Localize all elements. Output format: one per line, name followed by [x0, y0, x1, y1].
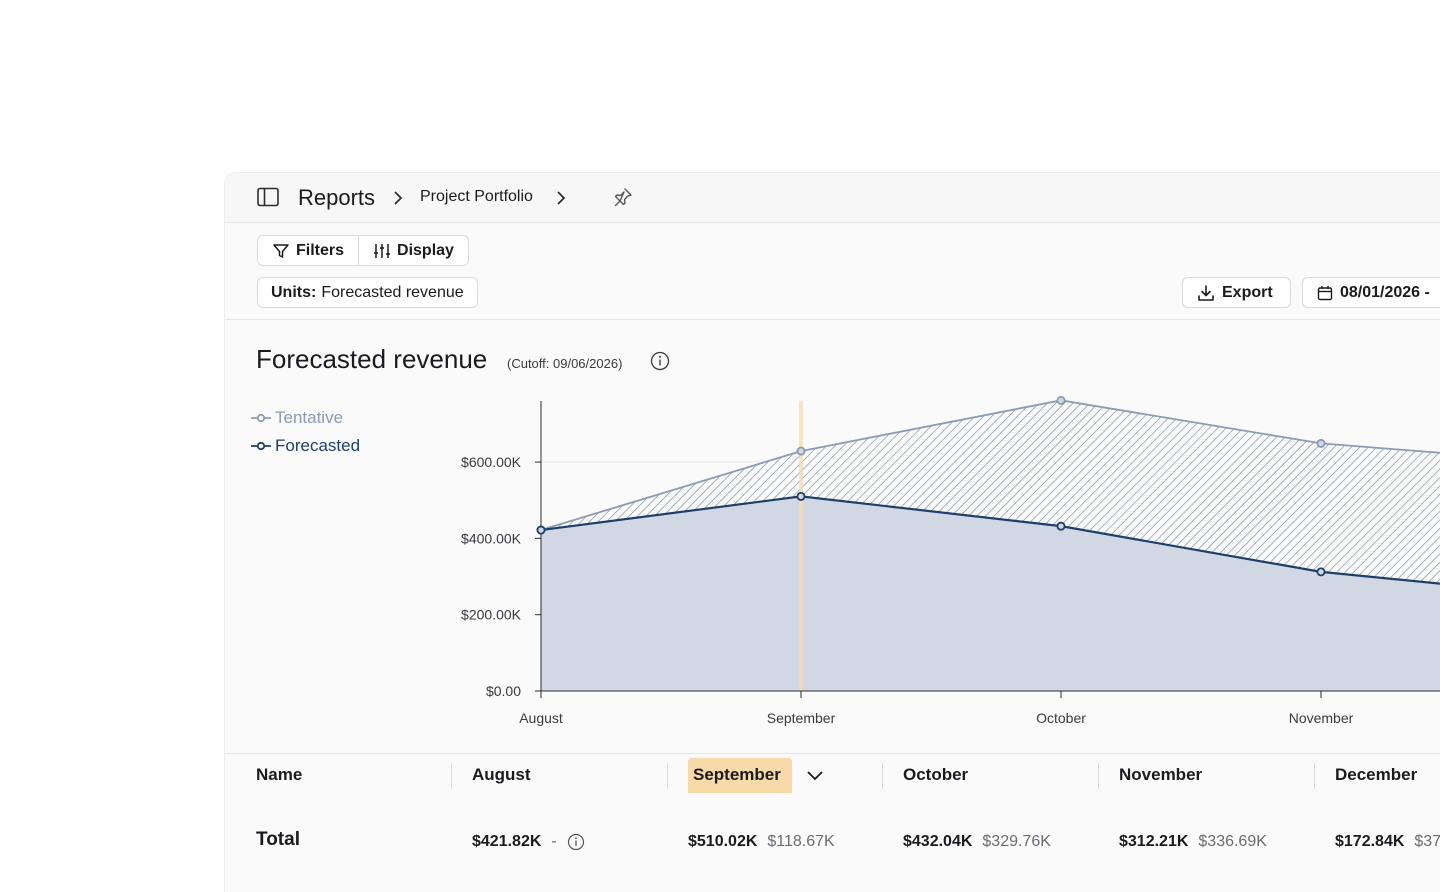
highlight-band: [799, 401, 803, 691]
data-point-tentative: [796, 446, 806, 456]
total-tentative: $118.67K: [767, 833, 835, 850]
download-icon: [1198, 284, 1214, 301]
date-range-picker[interactable]: 08/01/2026 -: [1302, 277, 1440, 308]
column-header-december[interactable]: December: [1335, 765, 1418, 784]
total-tentative: $37: [1414, 833, 1440, 850]
export-button[interactable]: Export: [1182, 277, 1291, 308]
column-divider: [1098, 763, 1099, 789]
divider: [225, 319, 1440, 320]
column-header-november[interactable]: November: [1119, 765, 1203, 784]
total-value: $172.84K: [1335, 833, 1405, 850]
view-controls: Filters Display: [257, 235, 469, 266]
total-cell-november: $312.21K $336.69K: [1119, 833, 1267, 851]
legend-marker-forecasted: [251, 441, 271, 451]
total-value: $421.82K: [472, 833, 542, 850]
column-divider: [667, 763, 668, 789]
legend-item-tentative[interactable]: Tentative: [251, 404, 360, 432]
y-tick-label: $600.00K: [461, 454, 522, 470]
column-header-august[interactable]: August: [472, 765, 531, 784]
data-point-tentative: [1056, 395, 1066, 405]
calendar-icon: [1317, 285, 1333, 300]
x-tick-label: November: [1289, 710, 1354, 726]
total-value: $510.02K: [688, 833, 758, 850]
units-key: Units:: [271, 283, 317, 301]
info-icon[interactable]: [567, 833, 585, 851]
legend-label-forecasted: Forecasted: [275, 436, 361, 455]
pin-icon[interactable]: [613, 187, 633, 207]
legend-label-tentative: Tentative: [275, 408, 344, 427]
breadcrumb-reports[interactable]: Reports: [298, 185, 376, 210]
chart-title: Forecasted revenue: [256, 344, 488, 374]
total-value: $432.04K: [903, 833, 973, 850]
chart-legend: Tentative Forecasted: [251, 404, 360, 460]
sidebar-toggle-icon[interactable]: [257, 187, 279, 207]
column-divider: [882, 763, 883, 789]
legend-marker-tentative: [251, 413, 271, 423]
total-cell-december: $172.84K $37: [1335, 833, 1440, 851]
data-point-forecasted: [1316, 567, 1326, 577]
data-point-tentative: [1316, 438, 1326, 448]
column-divider: [1314, 763, 1315, 789]
y-tick-label: $200.00K: [461, 607, 522, 623]
display-button[interactable]: Display: [358, 236, 468, 265]
revenue-chart: $0.00 $200.00K $400.00K $600.00K August Septe…: [461, 395, 1440, 726]
data-point-forecasted: [796, 491, 806, 501]
filters-button[interactable]: Filters: [258, 236, 358, 265]
forecasted-area: [541, 496, 1440, 691]
units-value: Forecasted revenue: [321, 283, 464, 301]
total-tentative: -: [551, 833, 557, 850]
date-range-label: 08/01/2026 -: [1340, 283, 1430, 301]
y-tick-label: $400.00K: [461, 530, 522, 546]
x-tick-label: September: [767, 710, 836, 726]
legend-item-forecasted[interactable]: Forecasted: [251, 432, 360, 460]
x-tick-label: August: [519, 710, 563, 726]
units-selector[interactable]: Units: Forecasted revenue: [257, 277, 478, 308]
data-point-forecasted: [1056, 521, 1066, 531]
info-icon[interactable]: [650, 351, 670, 371]
row-label-total: Total: [256, 829, 300, 850]
column-divider: [451, 763, 452, 789]
y-tick-label: $0.00: [486, 683, 521, 699]
total-cell-september: $510.02K $118.67K: [688, 833, 835, 851]
column-header-september[interactable]: September: [688, 758, 792, 793]
total-cell-august: $421.82K -: [472, 833, 585, 851]
tentative-area: [541, 400, 1440, 584]
total-tentative: $336.69K: [1198, 833, 1267, 850]
top-bar: Reports Project Portfolio: [225, 173, 1440, 223]
divider: [225, 753, 1440, 754]
chevron-right-icon: [557, 191, 566, 205]
total-cell-october: $432.04K $329.76K: [903, 833, 1051, 851]
chevron-down-icon[interactable]: [806, 768, 824, 782]
chevron-right-icon: [394, 191, 403, 205]
filter-icon: [273, 243, 289, 258]
cutoff-date: (Cutoff: 09/06/2026): [507, 356, 623, 371]
export-label: Export: [1222, 283, 1273, 301]
sliders-icon: [374, 243, 391, 258]
data-point-forecasted: [536, 525, 546, 535]
breadcrumb-project-portfolio[interactable]: Project Portfolio: [420, 188, 533, 205]
column-header-october[interactable]: October: [903, 765, 969, 784]
column-header-name: Name: [256, 765, 303, 784]
total-value: $312.21K: [1119, 833, 1189, 850]
x-tick-label: October: [1036, 710, 1086, 726]
total-tentative: $329.76K: [982, 833, 1051, 850]
filters-label: Filters: [296, 241, 345, 259]
report-panel: Reports Project Portfolio Filters: [224, 172, 1440, 892]
column-header-september-label: September: [693, 765, 781, 784]
display-label: Display: [397, 241, 454, 259]
